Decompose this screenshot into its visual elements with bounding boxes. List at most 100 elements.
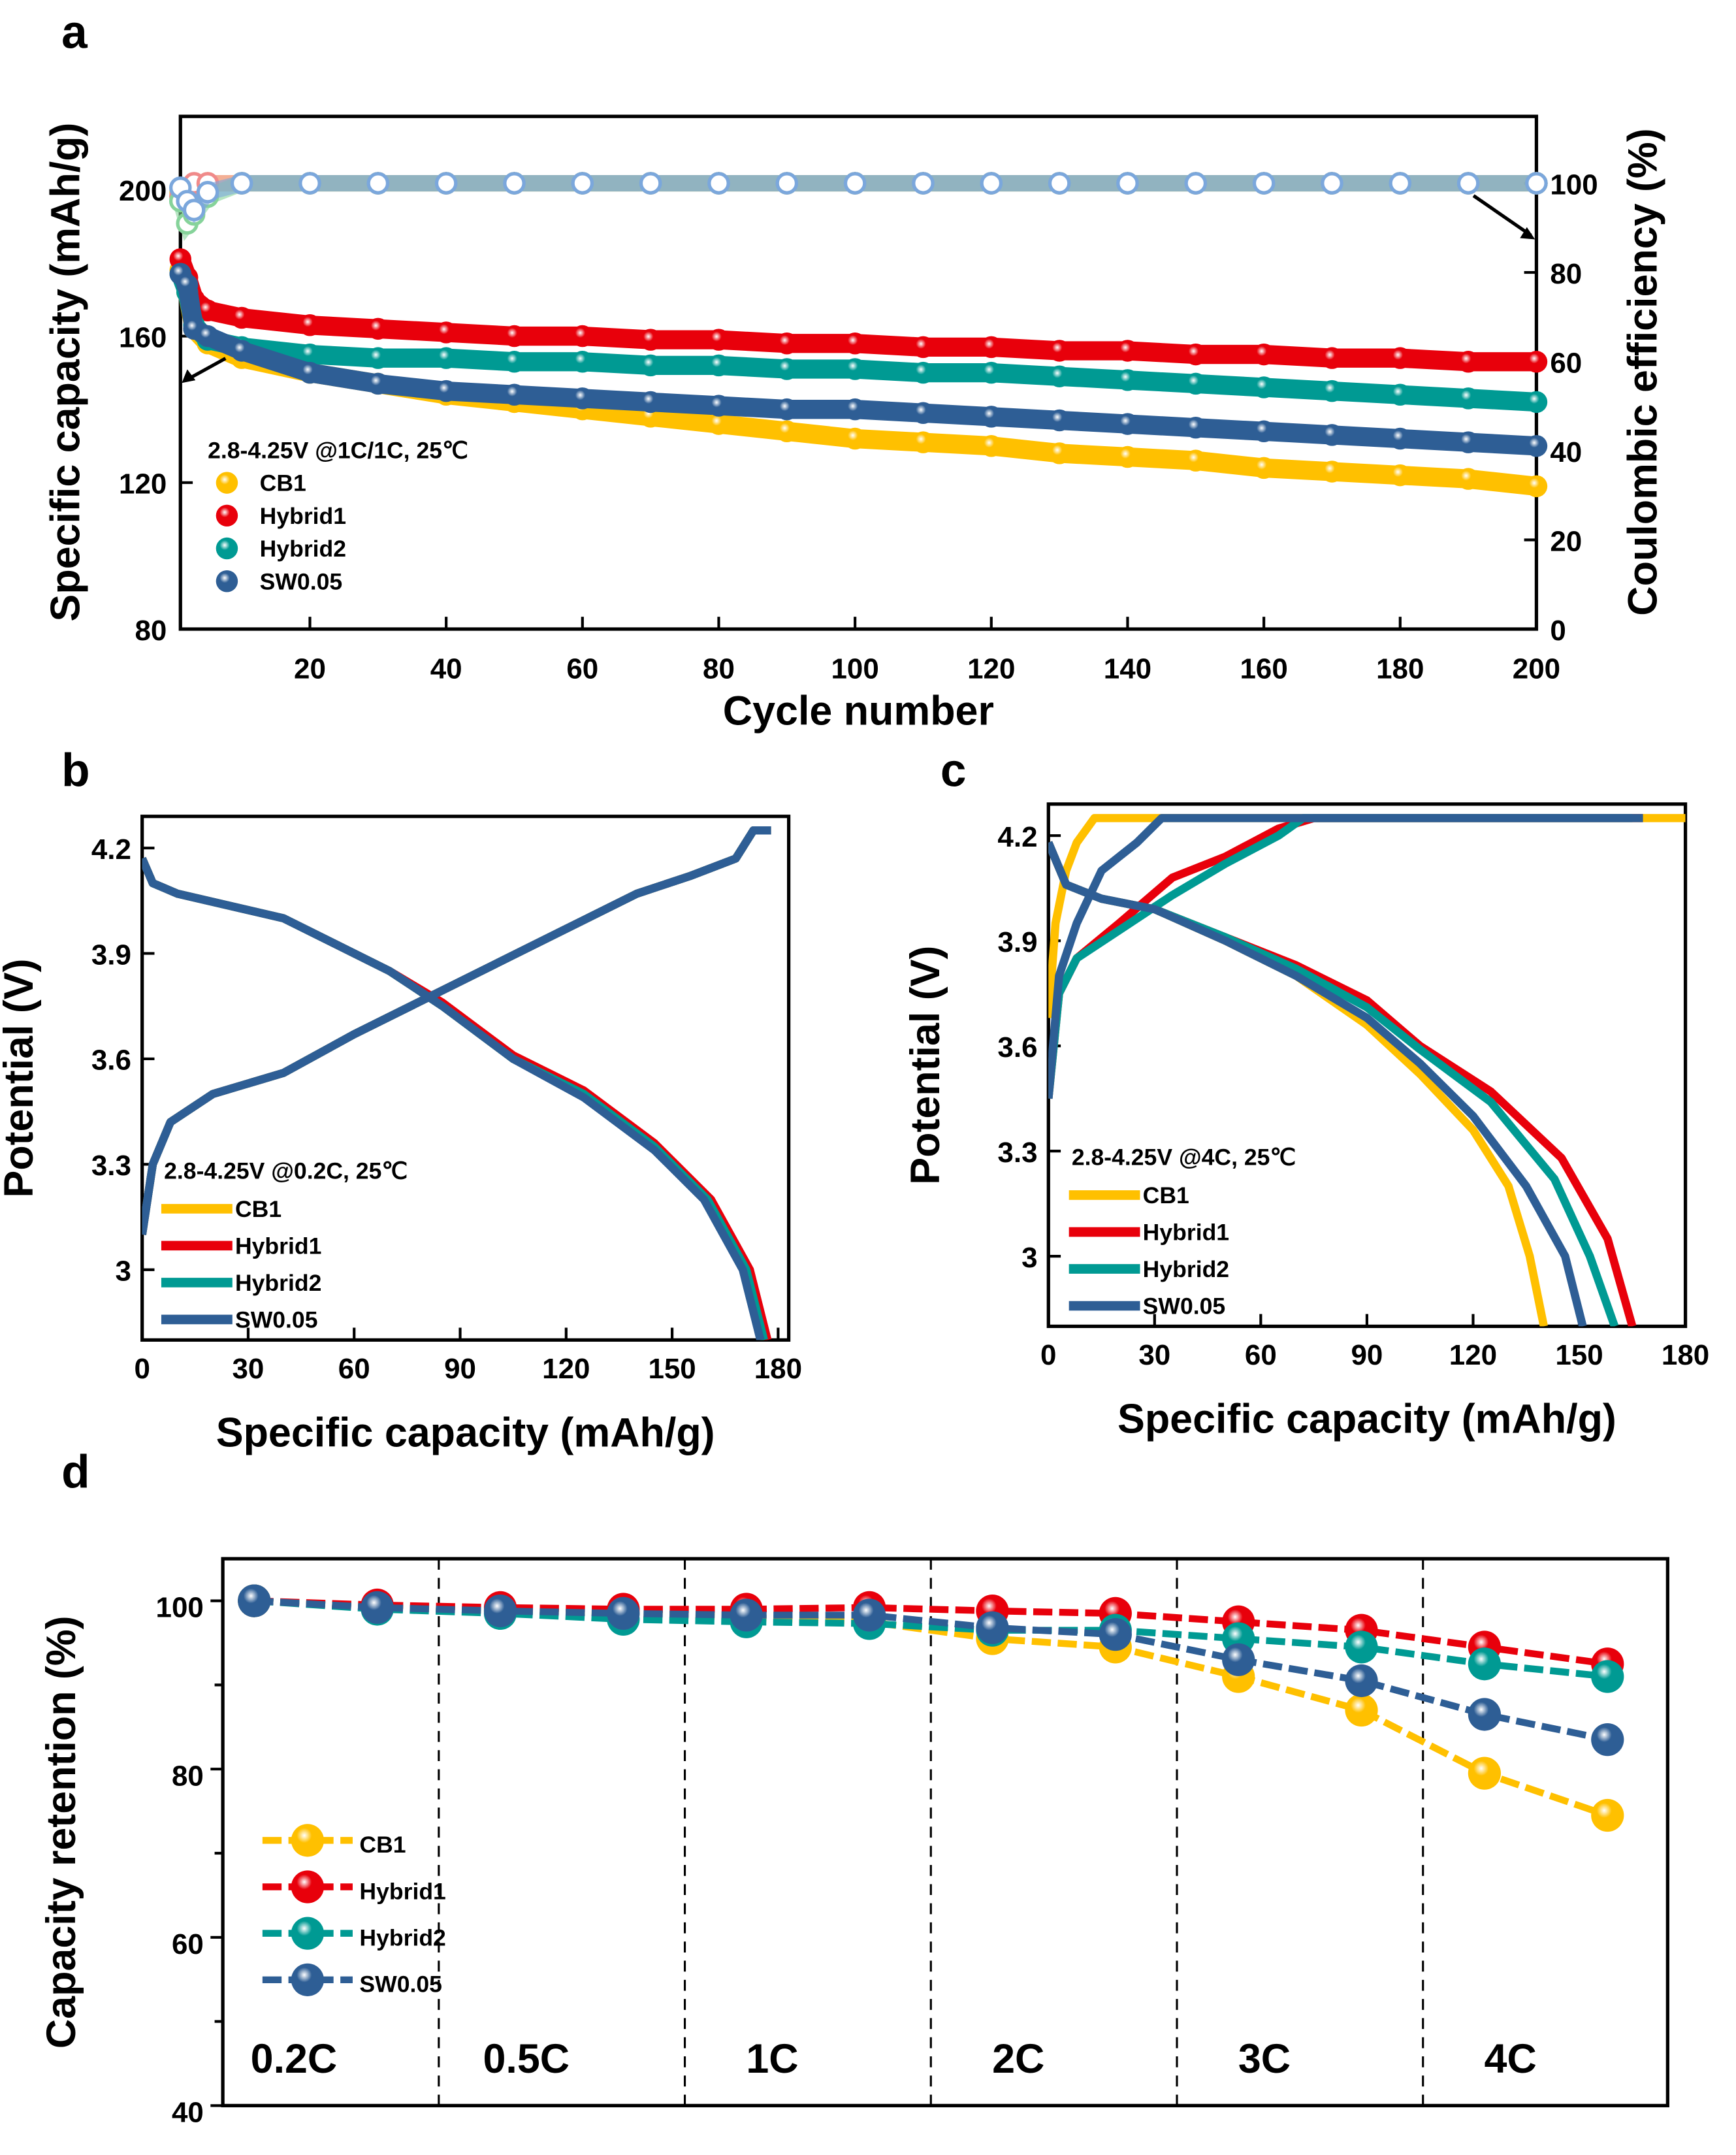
capacity-point-CB1 [1457, 468, 1479, 490]
capacity-point-Hybrid1 [435, 321, 457, 344]
ce-point-SW0.05 [1321, 172, 1343, 195]
capacity-point-SW0.05 [776, 398, 798, 421]
annotation: 2.8-4.25V @1C/1C, 25℃ [208, 437, 468, 463]
capacity-point-SW0.05 [367, 372, 389, 395]
x-tick-label: 120 [1449, 1339, 1497, 1371]
capacity-point-Hybrid1 [1253, 343, 1275, 366]
capacity-point-Hybrid1 [980, 336, 1003, 359]
capacity-point-CB1 [776, 420, 798, 443]
capacity-point-SW0.05 [1048, 409, 1070, 432]
discharge-curve-Hybrid2 [142, 856, 768, 1340]
y-axis-title: Potential (V) [903, 946, 948, 1185]
y2-axis-title: Coulombic efficiency (%) [1620, 128, 1666, 615]
capacity-point-Hybrid2 [1116, 369, 1139, 391]
legend-label-SW0.05: SW0.05 [260, 568, 343, 594]
series-Hybrid1 [169, 172, 1548, 373]
y-tick-label: 60 [172, 1928, 204, 1960]
point-SW0.05 [976, 1611, 1009, 1644]
plot-frame [178, 114, 1539, 631]
chart-b-voltage-0.2C: 0 30 60 90 120 150 180 3 3.3 3.6 3.9 4.2 Specific ca… [0, 815, 802, 1456]
ce-point-SW0.05 [1116, 172, 1139, 195]
y-tick-label: 3.9 [997, 926, 1037, 958]
y-axis-title: Specific capacity (mAh/g) [42, 123, 88, 622]
capacity-point-CB1 [1048, 442, 1070, 464]
chart-d-rate-retention: 40 60 80 100 Capacity retention (%) 0.2C 0.5C 1… [39, 1557, 1669, 2128]
capacity-point-Hybrid1 [231, 306, 253, 329]
x-tick-label: 90 [1351, 1339, 1383, 1371]
y2-tick-label: 60 [1550, 347, 1582, 379]
legend-label-CB1: CB1 [1143, 1182, 1189, 1208]
capacity-point-Hybrid2 [639, 354, 662, 377]
capacity-point-SW0.05 [1321, 424, 1343, 446]
legend-label-Hybrid1: Hybrid1 [359, 1878, 445, 1904]
y-tick-label: 200 [119, 175, 167, 207]
x-tick-label: 200 [1513, 653, 1560, 685]
ce-point-SW0.05 [1456, 172, 1480, 195]
series-SW0.05 [238, 1584, 1624, 1757]
capacity-point-CB1 [1321, 461, 1343, 483]
capacity-point-SW0.05 [1185, 416, 1207, 439]
plot-frame [140, 815, 791, 1342]
legend-label-Hybrid2: Hybrid2 [1143, 1256, 1229, 1282]
x-tick-label: 30 [1138, 1339, 1170, 1371]
y-tick-label: 4.2 [91, 834, 131, 866]
panel-label-a: a [61, 7, 88, 59]
legend-label-Hybrid2: Hybrid2 [260, 536, 346, 562]
y-tick-label: 80 [135, 615, 167, 647]
ce-point-SW0.05 [503, 172, 526, 195]
arrow-head [1520, 227, 1535, 240]
legend-marker-Hybrid1 [216, 504, 238, 527]
panel-label-c: c [940, 745, 967, 797]
y2-tick-label: 0 [1550, 615, 1566, 647]
x-tick-label: 180 [1376, 653, 1424, 685]
y-tick-label: 3.3 [91, 1150, 131, 1182]
x-tick-label: 40 [430, 653, 462, 685]
legend-marker-Hybrid2 [291, 1917, 325, 1950]
capacity-point-CB1 [1185, 449, 1207, 472]
y2-tick-label: 80 [1550, 258, 1582, 290]
annotation: 2.8-4.25V @0.2C, 25℃ [164, 1158, 408, 1184]
capacity-point-Hybrid2 [1048, 365, 1070, 387]
ce-point-SW0.05 [571, 172, 594, 195]
curves [1048, 814, 1686, 1327]
ce-point-SW0.05 [775, 172, 799, 195]
capacity-point-Hybrid2 [503, 351, 526, 373]
x-tick-label: 30 [233, 1353, 265, 1385]
capacity-point-Hybrid2 [980, 361, 1003, 384]
arrow-head [182, 369, 196, 383]
legend-label-Hybrid1: Hybrid1 [235, 1233, 321, 1259]
capacity-point-Hybrid2 [298, 343, 321, 366]
ce-point-SW0.05 [434, 172, 458, 195]
ce-point-SW0.05 [298, 172, 321, 195]
capacity-point-CB1 [1253, 457, 1275, 479]
point-SW0.05 [1222, 1643, 1255, 1676]
legend-marker-SW0.05 [216, 570, 238, 592]
point-SW0.05 [361, 1591, 394, 1625]
ce-point-SW0.05 [1252, 172, 1276, 195]
x-tick-label: 150 [1555, 1339, 1603, 1371]
x-tick-label: 60 [566, 653, 598, 685]
capacity-point-Hybrid2 [1321, 380, 1343, 402]
capacity-point-SW0.05 [912, 402, 935, 425]
x-tick-label: 150 [648, 1353, 696, 1385]
annotation: 2.8-4.25V @4C, 25℃ [1072, 1144, 1296, 1170]
legend-label-Hybrid2: Hybrid2 [235, 1270, 321, 1296]
legend-label-CB1: CB1 [235, 1196, 281, 1222]
capacity-point-SW0.05 [1253, 420, 1275, 443]
point-SW0.05 [483, 1594, 517, 1628]
legend-label-Hybrid1: Hybrid1 [1143, 1220, 1229, 1246]
x-tick-label: 60 [338, 1353, 370, 1385]
series-SW0.05 [169, 172, 1548, 457]
x-tick-label: 120 [967, 653, 1015, 685]
charge-curve-SW0.05 [1048, 814, 1643, 1099]
point-CB1 [1345, 1693, 1378, 1727]
y-axis-title: Potential (V) [0, 958, 42, 1197]
capacity-point-SW0.05 [1457, 431, 1479, 453]
y2-tick-label: 40 [1550, 436, 1582, 468]
ce-point-SW0.05 [366, 172, 390, 195]
capacity-point-SW0.05 [980, 406, 1003, 428]
ce-point-SW0.05 [196, 180, 219, 204]
legend-marker-CB1 [291, 1824, 325, 1857]
x-tick-label: 180 [1662, 1339, 1709, 1371]
y-tick-label: 4.2 [997, 821, 1037, 853]
